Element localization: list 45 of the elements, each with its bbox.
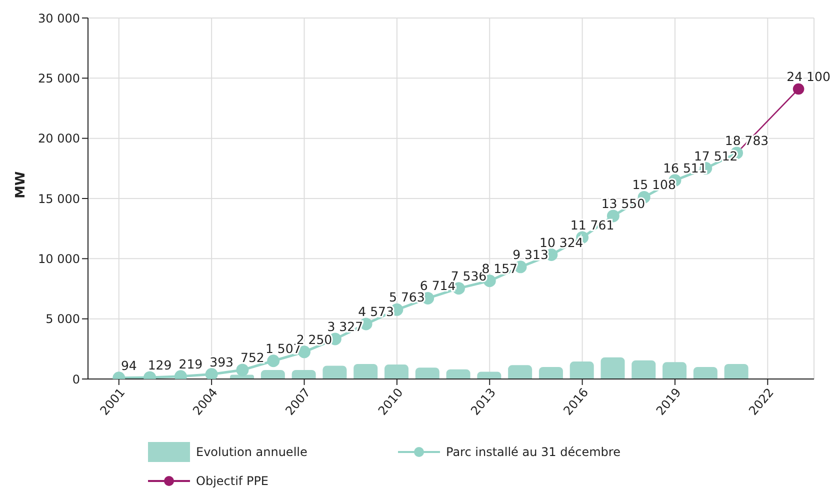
bar — [693, 366, 718, 379]
data-label: 752 — [240, 350, 264, 365]
bar — [415, 368, 440, 379]
y-tick-label: 10 000 — [38, 252, 80, 266]
data-label: 393 — [210, 354, 234, 370]
bar — [477, 372, 502, 379]
bar — [632, 360, 656, 379]
data-label: 129 — [148, 357, 172, 372]
bar — [662, 362, 687, 379]
y-tick-label: 15 000 — [38, 192, 80, 206]
y-tick-label: 25 000 — [38, 71, 80, 86]
bar — [354, 364, 378, 379]
point — [267, 354, 280, 368]
bar — [260, 370, 285, 379]
data-label: 11 761 — [570, 217, 614, 232]
y-tick-label: 30 000 — [38, 11, 80, 26]
data-label: 2 250 — [296, 332, 332, 347]
legend-label: Evolution annuelle — [196, 445, 308, 459]
bar — [292, 370, 316, 379]
legend-label: Objectif PPE — [196, 474, 269, 488]
data-label: 13 550 — [601, 196, 646, 211]
data-label: 219 — [178, 356, 203, 372]
bar — [508, 365, 532, 379]
data-label: 24 100 — [786, 68, 830, 84]
y-tick-label: 0 — [72, 372, 80, 386]
point — [792, 83, 804, 95]
y-tick-label: 5 000 — [46, 312, 80, 326]
bar — [600, 357, 625, 379]
data-label: 3 327 — [327, 318, 364, 334]
data-label: 94 — [120, 358, 137, 373]
data-label: 15 108 — [632, 177, 676, 192]
y-axis-title: MW — [14, 171, 29, 198]
y-tick-label: 20 000 — [38, 132, 80, 146]
bar — [538, 366, 563, 379]
point — [298, 346, 311, 358]
bar — [322, 366, 347, 379]
bar — [446, 369, 470, 379]
point — [236, 364, 249, 376]
bar — [570, 362, 594, 379]
point — [205, 368, 218, 379]
data-label: 5 763 — [389, 290, 425, 305]
legend-label: Parc installé au 31 décembre — [446, 445, 620, 459]
bar — [384, 364, 408, 379]
data-label: 4 573 — [358, 304, 394, 319]
bar — [724, 364, 748, 379]
